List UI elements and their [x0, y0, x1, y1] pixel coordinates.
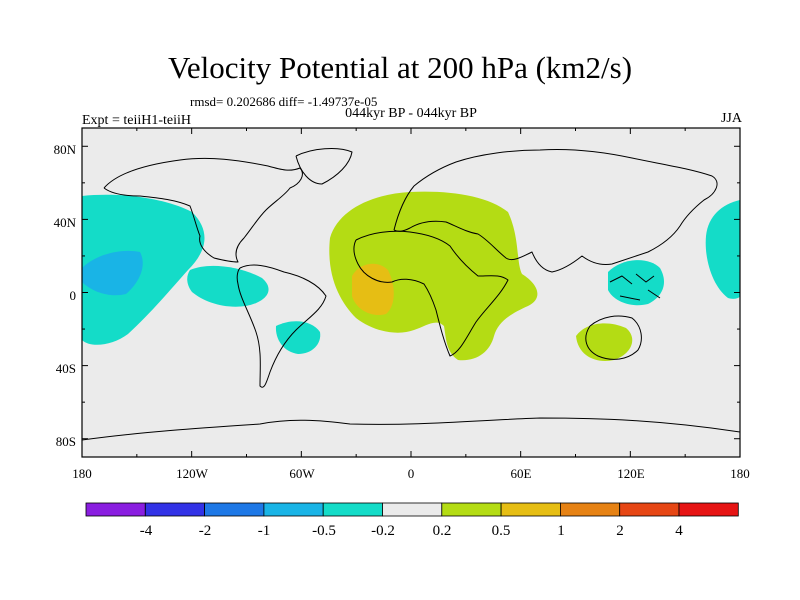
maritime-continent-negative: [608, 260, 664, 306]
pacific-east-core: [82, 250, 143, 296]
y-axis-labels: 80N 40N 0 40S 80S: [54, 142, 77, 449]
x-tick-label: 120W: [176, 466, 209, 481]
plot-title: Velocity Potential at 200 hPa (km2/s): [167, 50, 633, 85]
south-america-west-negative: [187, 265, 269, 307]
colorbar-label: -0.5: [312, 523, 336, 539]
colorbar-box: [619, 502, 680, 517]
coast-antarctica: [82, 417, 740, 441]
coast-australia: [585, 315, 642, 360]
y-tick-label: 40S: [56, 361, 76, 376]
center-label: 044kyr BP - 044kyr BP: [345, 106, 477, 121]
colorbar-box: [263, 502, 324, 517]
colorbar-label: 0.2: [433, 523, 452, 539]
colorbar-box: [441, 502, 502, 517]
experiment-label: Expt = teiiH1-teiiH: [82, 113, 191, 128]
australia-positive: [576, 323, 633, 361]
y-tick-label: 80N: [54, 142, 77, 157]
x-tick-label: 120E: [617, 466, 645, 481]
colorbar-label: -2: [199, 523, 212, 539]
x-tick-label: 180: [730, 466, 750, 481]
season-label: JJA: [720, 111, 742, 126]
stats-subtitle: rmsd= 0.202686 diff= -1.49737e-05: [190, 94, 378, 109]
x-tick-label: 60E: [511, 466, 532, 481]
coastlines: [82, 148, 740, 441]
south-america-south-negative: [275, 321, 321, 354]
x-tick-label: 180: [72, 466, 92, 481]
colorbar-box: [204, 502, 265, 517]
y-tick-label: 80S: [56, 434, 76, 449]
colorbar-box: [678, 502, 739, 517]
coast-africa: [353, 230, 509, 357]
atlantic-positive-core: [352, 263, 394, 316]
colorbar-box: [560, 502, 621, 517]
x-tick-label: 0: [408, 466, 415, 481]
axis-tick-marks: [81, 128, 741, 457]
colorbar-label: 1: [557, 523, 565, 539]
colorbar-label: -1: [258, 523, 271, 539]
colorbar-label: 2: [616, 523, 624, 539]
africa-positive: [329, 191, 538, 361]
coast-north-america: [103, 157, 303, 263]
coast-maritime-islands: [609, 273, 661, 301]
pacific-west-negative: [705, 200, 740, 299]
coast-greenland: [295, 148, 353, 185]
colorbar-label: 0.5: [492, 523, 511, 539]
colorbar-label: -4: [140, 523, 153, 539]
colorbar-label: 4: [675, 523, 683, 539]
colorbar-box: [85, 502, 146, 517]
x-tick-label: 60W: [289, 466, 315, 481]
colorbar-box: [144, 502, 206, 517]
colorbar-box: [500, 502, 561, 517]
coast-eurasia: [393, 148, 718, 273]
colorbar-box: [322, 502, 383, 517]
colorbar-label: -0.2: [371, 523, 395, 539]
y-tick-label: 0: [70, 288, 77, 303]
colorbar: -4 -2 -1 -0.5 -0.2 0.2 0.5 1 2 4: [85, 502, 739, 539]
coast-south-america: [236, 264, 327, 388]
x-axis-labels: 180 120W 60W 0 60E 120E 180: [72, 466, 750, 481]
colorbar-labels: -4 -2 -1 -0.5 -0.2 0.2 0.5 1 2 4: [140, 523, 684, 539]
colorbar-box: [382, 502, 443, 517]
pacific-east-negative: [82, 194, 205, 345]
y-tick-label: 40N: [54, 215, 77, 230]
